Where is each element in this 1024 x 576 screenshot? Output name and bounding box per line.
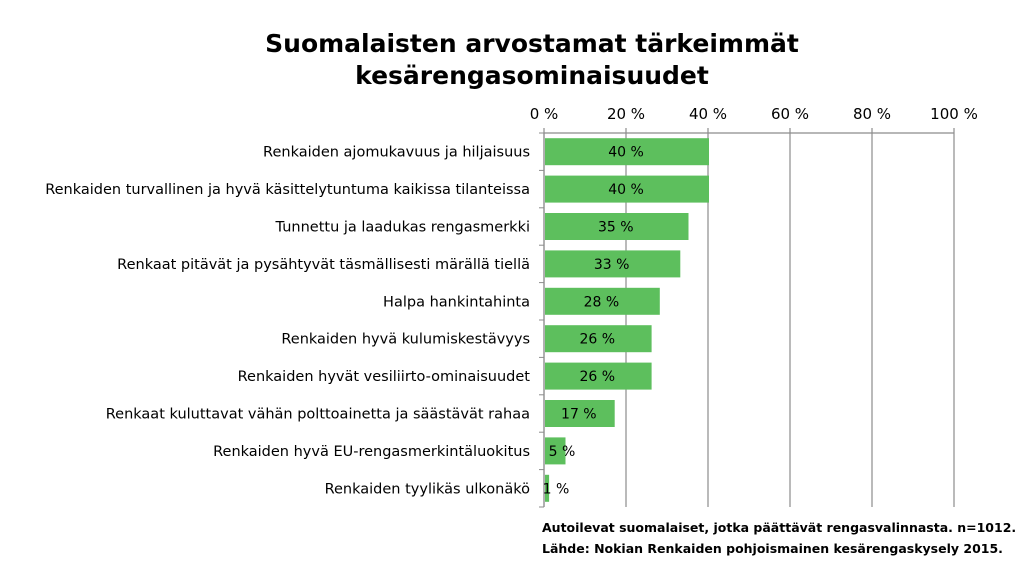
category-label: Renkaiden hyvät vesiliirto-ominaisuudet [238,369,531,385]
x-tick-label: 80 % [853,105,891,123]
data-label: 5 % [549,444,576,460]
category-label: Renkaiden hyvä EU-rengasmerkintäluokitus [213,444,530,460]
data-label: 35 % [598,220,634,236]
category-label: Renkaat pitävät ja pysähtyvät täsmällise… [117,257,530,273]
bar [545,138,709,166]
bar [545,213,689,240]
bar [545,250,681,278]
footnote-line-1: Autoilevat suomalaiset, jotka päättävät … [542,520,1016,535]
bar [545,474,550,502]
data-label: 17 % [561,407,597,423]
category-label: Renkaat kuluttavat vähän polttoainetta j… [106,407,530,423]
category-label: Renkaiden ajomukavuus ja hiljaisuus [263,145,530,161]
category-label: Halpa hankintahinta [383,294,530,310]
bar [545,362,652,390]
x-tick-label: 40 % [689,105,727,123]
footnote-line-2: Lähde: Nokian Renkaiden pohjoismainen ke… [542,541,1003,556]
category-label: Renkaiden turvallinen ja hyvä käsittelyt… [45,182,530,198]
data-label: 1 % [543,481,570,497]
data-label: 26 % [580,369,616,385]
x-tick-label: 60 % [771,105,809,123]
x-tick-label: 100 % [930,105,978,123]
bar [545,325,652,353]
data-label: 26 % [580,332,616,348]
category-label: Tunnettu ja laadukas rengasmerkki [275,220,530,236]
category-label: Renkaiden hyvä kulumiskestävyys [281,332,530,348]
bar [545,287,660,315]
x-tick-label: 20 % [607,105,645,123]
category-label: Renkaiden tyylikäs ulkonäkö [325,481,531,497]
data-label: 40 % [608,145,644,161]
x-tick-label: 0 % [530,105,559,123]
data-label: 33 % [594,257,630,273]
data-label: 40 % [608,182,644,198]
chart-title-line-1: Suomalaisten arvostamat tärkeimmät [265,29,799,58]
bar [545,175,709,203]
chart-title-line-2: kesärengasominaisuudet [355,61,709,90]
bar [545,437,566,465]
bar [545,400,615,427]
data-label: 28 % [584,294,620,310]
